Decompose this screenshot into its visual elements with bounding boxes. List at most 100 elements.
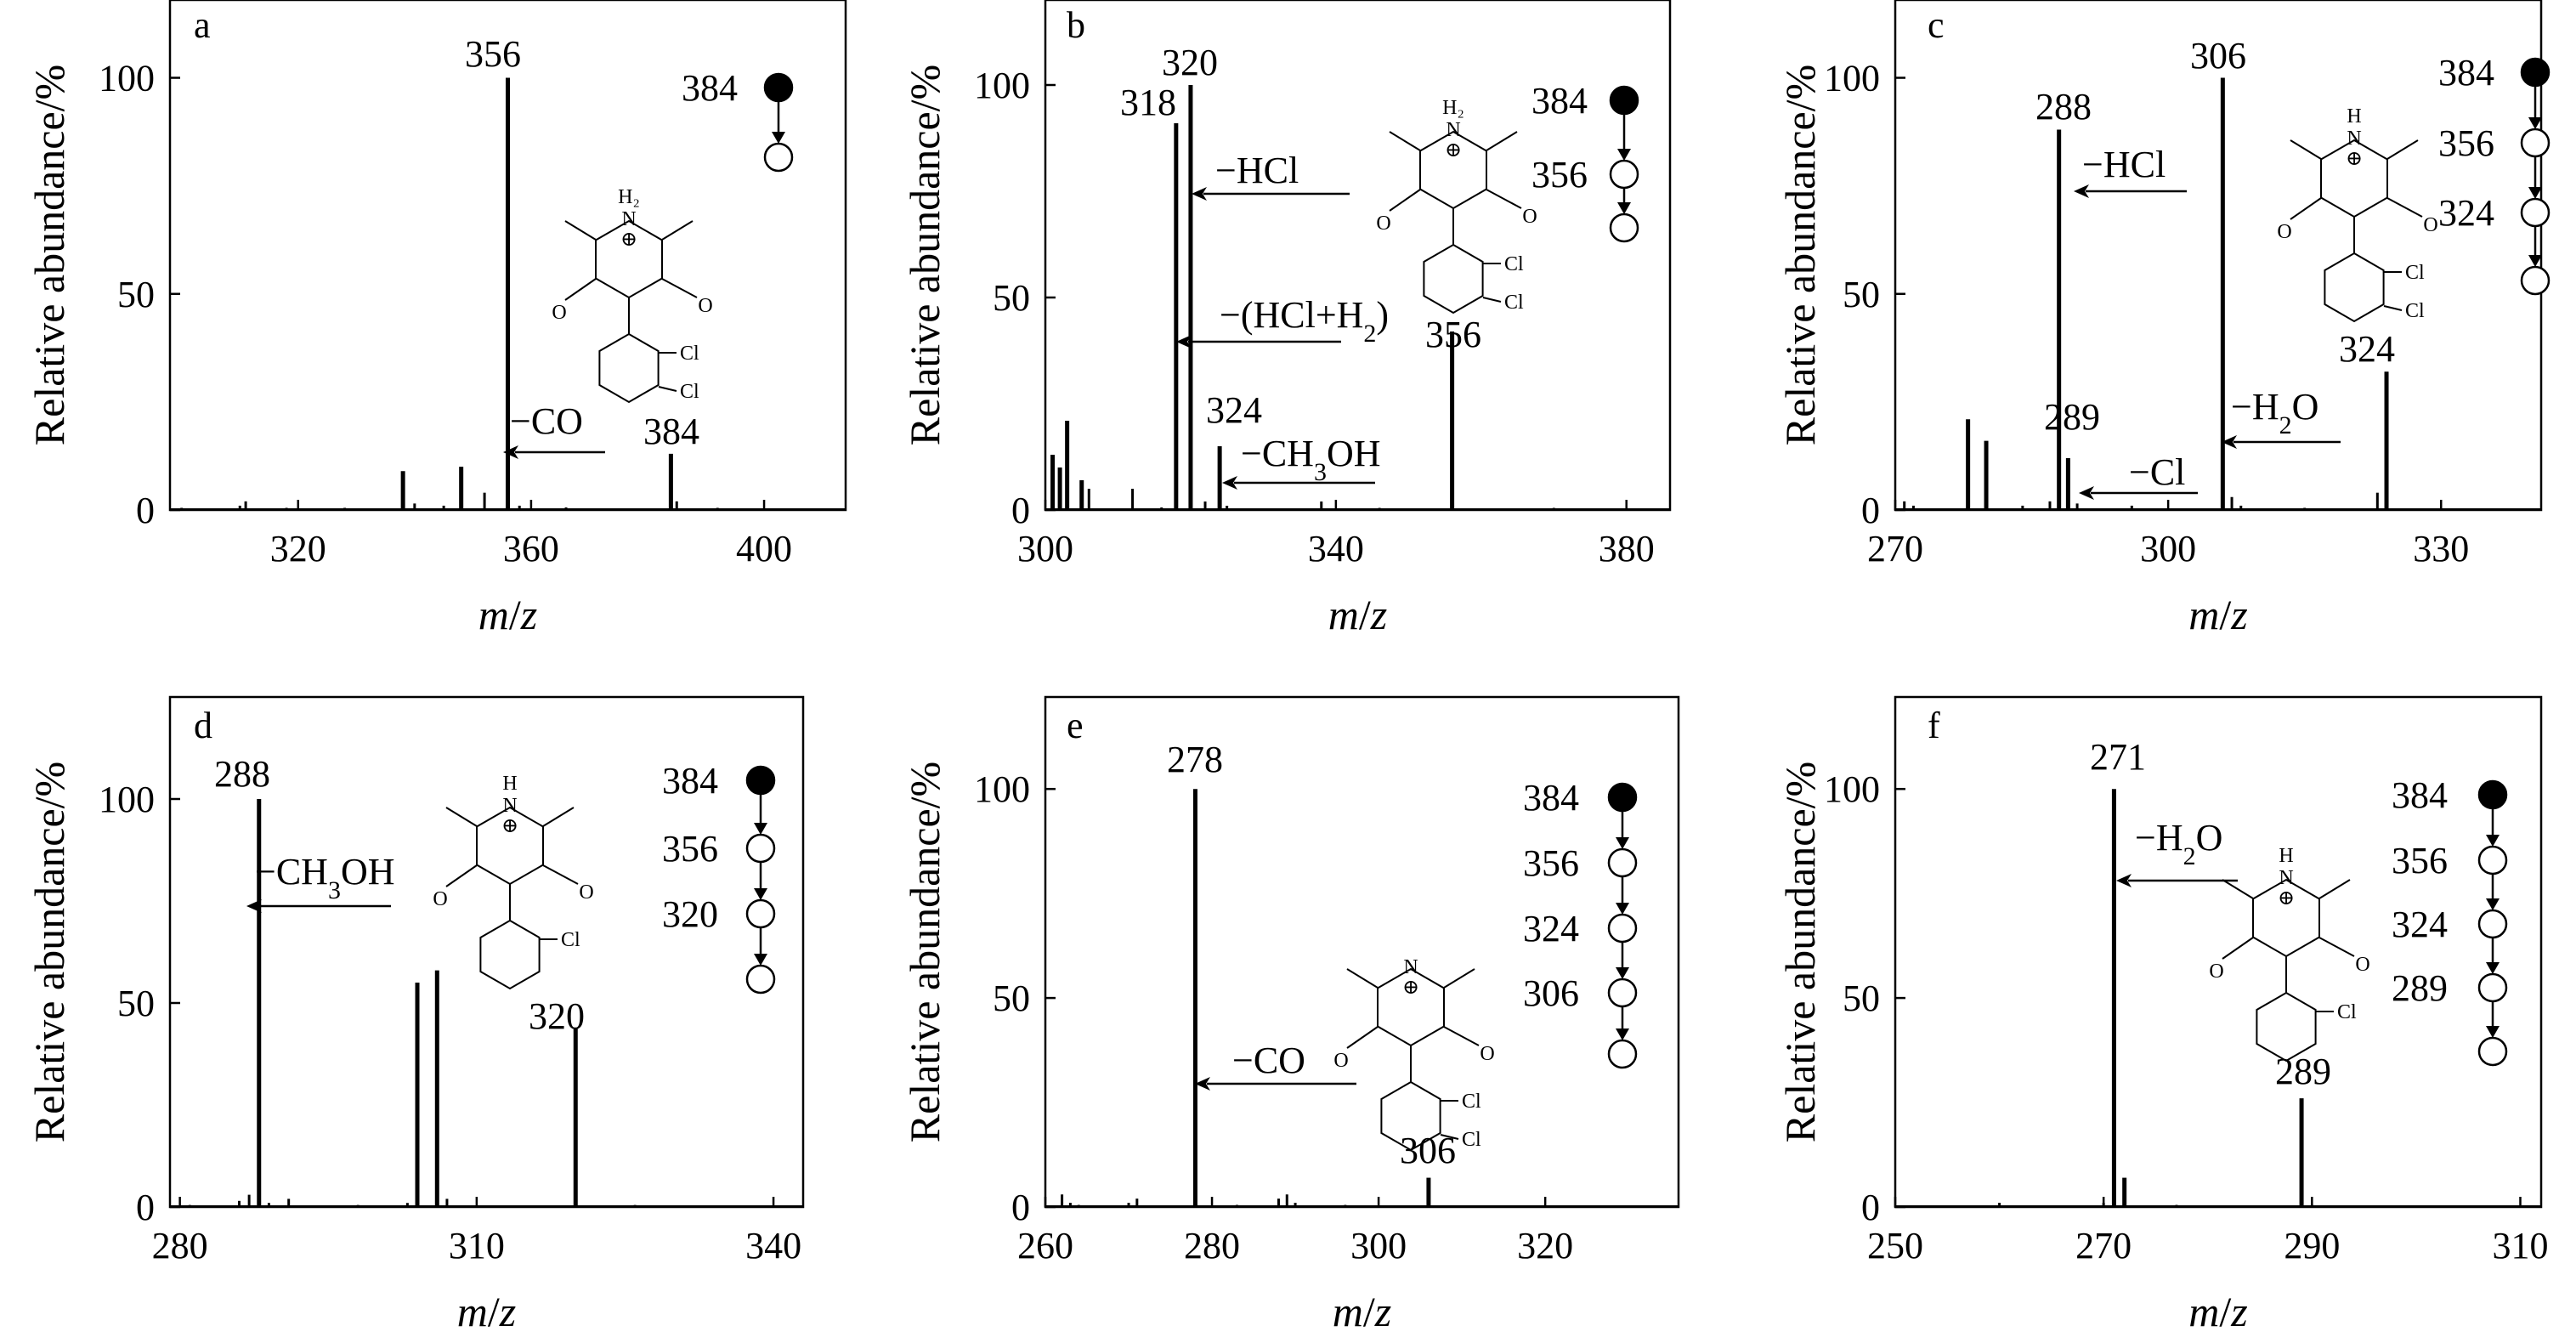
y-tick-label: 50 [993, 277, 1030, 319]
atom-label: H [2347, 105, 2361, 128]
y-tick-label: 50 [1843, 274, 1880, 315]
panel-f: 250 270 290 310 0 50 100 m/z Relative abundance/… [1776, 695, 2548, 1335]
charge-symbol: ⊕ [2346, 148, 2363, 170]
fragment-circle [1609, 159, 1639, 190]
panel-e: 260 280 300 320 0 50 100 m/z Relative abundance/… [901, 695, 1680, 1335]
atom-label: Cl [680, 381, 699, 403]
peak-label: 271 [2090, 736, 2146, 778]
bond [1440, 1134, 1459, 1140]
y-tick-label: 50 [1843, 978, 1880, 1019]
x-axis-label: m/z [1328, 591, 1387, 638]
x-tick-label: 280 [1184, 1225, 1240, 1266]
atom-label: O [1376, 212, 1390, 235]
x-tick-label: 290 [2284, 1225, 2340, 1266]
fragment-circle [763, 142, 794, 173]
peak-label: 318 [1120, 82, 1176, 123]
fragment-circle [2520, 197, 2551, 228]
peak-label: 320 [1162, 42, 1218, 83]
bond [2386, 139, 2419, 160]
atom-label: Cl [1504, 253, 1524, 275]
bond [2318, 937, 2355, 957]
bond [445, 807, 478, 827]
phenyl-ring [598, 332, 660, 404]
atom-label: Cl [1504, 292, 1524, 314]
annotation-text: −HCl [1215, 150, 1299, 191]
chain-label: 356 [2392, 840, 2448, 881]
arrow-head [2079, 486, 2094, 500]
arrow-head [1176, 335, 1192, 348]
y-axis-label: Relative abundance/% [901, 65, 948, 445]
precursor-dot [1607, 782, 1638, 813]
atom-label: Cl [2405, 262, 2425, 284]
fragment-circle [1609, 212, 1639, 243]
fragment-circle [1607, 847, 1638, 878]
annotation-text: −CO [1232, 1040, 1305, 1081]
bond [661, 220, 694, 241]
chain-arrow-head [772, 132, 785, 144]
bond [2222, 879, 2254, 899]
atom-label: H [502, 773, 517, 795]
plot-frame [1894, 695, 2543, 1209]
phenyl-ring [479, 919, 541, 990]
charge-symbol: ⊕ [620, 229, 637, 251]
y-tick-label: 100 [1824, 768, 1880, 810]
atom-label: H [2279, 845, 2293, 867]
bond [2383, 305, 2403, 311]
atom-label: O [2209, 960, 2223, 983]
chain-arrow-head [2486, 1026, 2500, 1038]
y-axis-label: Relative abundance/% [25, 762, 73, 1142]
peak-label: 356 [465, 33, 521, 75]
x-axis-label: m/z [478, 591, 537, 638]
chain-arrow-head [1617, 149, 1631, 161]
y-tick-label: 50 [993, 978, 1030, 1019]
bond [1486, 131, 1518, 151]
phenyl-ring [2256, 991, 2317, 1062]
bond [1346, 968, 1379, 989]
x-axis-label: m/z [457, 1288, 516, 1335]
fragment-circle [1607, 978, 1638, 1008]
annotation-text: −(HCl+H2) [1220, 294, 1389, 348]
chain-label: 289 [2392, 967, 2448, 1009]
atom-label: O [2277, 221, 2291, 243]
atom-label: Cl [561, 929, 580, 951]
chain-label: 384 [662, 760, 718, 802]
x-tick-label: 300 [1017, 528, 1073, 570]
atom-label: N [2279, 867, 2293, 889]
bond [1389, 189, 1421, 212]
y-axis-label: Relative abundance/% [25, 65, 73, 445]
charge-symbol: ⊕ [2278, 887, 2295, 910]
chain-label: 324 [2392, 904, 2448, 945]
bond [445, 864, 478, 887]
chain-arrow-head [1616, 967, 1629, 979]
chain-arrow-head [2486, 898, 2500, 910]
peak-label: 306 [2190, 35, 2246, 76]
panel-a: 320 360 400 0 50 100 m/z Relative abundance/% a 3… [25, 0, 847, 638]
chain-arrow-head [754, 823, 767, 835]
bond [1443, 1026, 1480, 1046]
y-tick-label: 50 [117, 274, 155, 315]
bond [1482, 297, 1502, 303]
y-tick-label: 100 [1824, 58, 1880, 99]
structure-diagram: NH ⊕ O O Cl Cl [2277, 105, 2438, 323]
y-tick-label: 0 [1011, 1187, 1030, 1228]
atom-label: H₂ [618, 186, 640, 208]
x-tick-label: 360 [503, 528, 559, 570]
annotation-text: −CH3OH [255, 851, 395, 904]
bond [542, 807, 575, 827]
atom-label: O [552, 302, 566, 324]
peak-label: 320 [529, 995, 585, 1037]
charge-symbol: ⊕ [1445, 139, 1462, 162]
chain-label: 320 [662, 893, 718, 935]
y-tick-label: 0 [1011, 490, 1030, 531]
fragment-circle [2477, 972, 2508, 1003]
annotation-text: −Cl [2129, 451, 2185, 493]
precursor-dot [2520, 57, 2551, 88]
peak-label: 324 [2339, 328, 2395, 370]
arrow-head [2222, 435, 2237, 449]
chain-label: 356 [1531, 154, 1588, 196]
bond [2290, 139, 2322, 160]
x-tick-label: 250 [1867, 1225, 1923, 1266]
x-tick-label: 320 [270, 528, 326, 570]
chain-arrow-head [2528, 187, 2542, 199]
